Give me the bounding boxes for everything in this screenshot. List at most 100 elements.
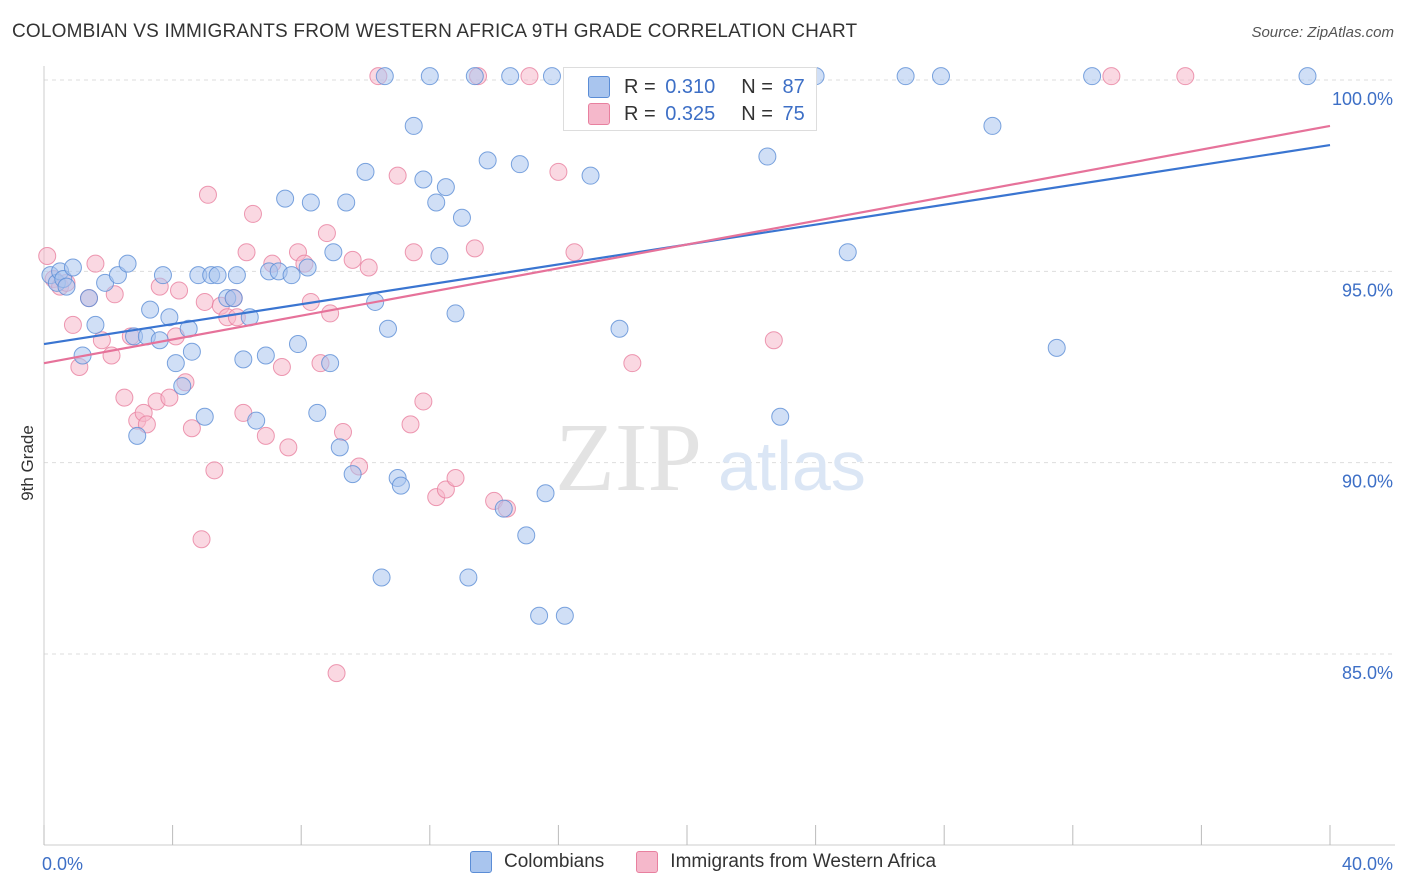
data-point xyxy=(288,335,307,354)
data-point xyxy=(1047,338,1066,357)
data-point xyxy=(298,258,317,277)
legend-label-western-africa: Immigrants from Western Africa xyxy=(670,851,937,872)
data-point xyxy=(80,289,99,308)
data-point xyxy=(565,243,584,262)
data-point xyxy=(128,426,147,445)
legend-n-label: N = xyxy=(741,102,773,125)
data-point xyxy=(192,530,211,549)
data-point xyxy=(343,250,362,269)
data-point xyxy=(520,67,539,86)
legend-r-label: R = xyxy=(624,102,656,125)
legend-label-colombians: Colombians xyxy=(503,851,605,872)
data-point xyxy=(115,388,134,407)
data-point xyxy=(452,208,471,227)
legend-swatch-pink xyxy=(588,103,610,125)
data-point xyxy=(430,247,449,266)
data-point xyxy=(330,438,349,457)
data-point xyxy=(446,468,465,487)
data-point xyxy=(404,243,423,262)
data-point xyxy=(321,304,340,323)
x-tick-label: 40.0% xyxy=(1342,854,1393,874)
data-point xyxy=(256,346,275,365)
chart-title: COLOMBIAN VS IMMIGRANTS FROM WESTERN AFR… xyxy=(12,21,858,42)
data-point xyxy=(1102,67,1121,86)
data-point xyxy=(494,499,513,518)
trend-lines xyxy=(43,124,1331,365)
data-point xyxy=(1083,67,1102,86)
data-point xyxy=(1176,67,1195,86)
data-point xyxy=(279,438,298,457)
data-point xyxy=(896,67,915,86)
data-point xyxy=(530,606,549,625)
data-point xyxy=(301,193,320,212)
data-point xyxy=(86,254,105,273)
data-point xyxy=(983,116,1002,135)
data-point xyxy=(478,151,497,170)
data-point xyxy=(1298,67,1317,86)
data-point xyxy=(446,304,465,323)
data-point xyxy=(838,243,857,262)
data-point xyxy=(105,285,124,304)
data-point xyxy=(108,266,127,285)
y-axis-label: 9th Grade xyxy=(18,425,37,501)
data-point xyxy=(356,162,375,181)
data-point xyxy=(337,193,356,212)
data-point xyxy=(401,415,420,434)
legend-swatch-pink xyxy=(636,851,659,873)
data-point xyxy=(195,407,214,426)
data-point xyxy=(542,67,561,86)
data-point xyxy=(372,568,391,587)
data-point xyxy=(414,170,433,189)
watermark-zip: ZIP xyxy=(555,404,702,512)
data-point xyxy=(324,243,343,262)
data-point xyxy=(758,147,777,166)
data-point xyxy=(224,289,243,308)
data-point xyxy=(38,247,57,266)
stats-legend: R = 0.310 N = 87 R = 0.325 N = 75 xyxy=(563,67,817,131)
data-point xyxy=(63,315,82,334)
data-point xyxy=(118,254,137,273)
data-point xyxy=(610,319,629,338)
data-point xyxy=(465,67,484,86)
data-point xyxy=(931,67,950,86)
data-point xyxy=(388,166,407,185)
data-point xyxy=(414,392,433,411)
data-point xyxy=(237,243,256,262)
y-tick-label: 90.0% xyxy=(1342,472,1393,492)
data-point xyxy=(205,461,224,480)
trend-line-western-africa xyxy=(43,124,1331,365)
data-point xyxy=(63,258,82,277)
data-point xyxy=(465,239,484,258)
data-point xyxy=(771,407,790,426)
data-point xyxy=(549,162,568,181)
data-point xyxy=(555,606,574,625)
data-point xyxy=(327,664,346,683)
data-point xyxy=(379,319,398,338)
data-point xyxy=(282,266,301,285)
data-point xyxy=(195,292,214,311)
y-tick-label: 85.0% xyxy=(1342,663,1393,683)
legend-swatch-blue xyxy=(588,76,610,98)
data-point xyxy=(173,377,192,396)
data-point xyxy=(623,354,642,373)
data-point xyxy=(359,258,378,277)
legend-item-colombians[interactable]: Colombians xyxy=(469,851,605,873)
legend-item-western-africa[interactable]: Immigrants from Western Africa xyxy=(636,851,936,873)
data-points xyxy=(38,67,1317,683)
data-point xyxy=(308,403,327,422)
data-point xyxy=(427,193,446,212)
y-tick-label: 100.0% xyxy=(1332,89,1393,109)
watermark-atlas: atlas xyxy=(718,427,866,505)
legend-n-label: N = xyxy=(741,75,773,98)
data-point xyxy=(321,354,340,373)
data-point xyxy=(234,350,253,369)
axes xyxy=(43,66,1395,846)
data-point xyxy=(333,423,352,442)
tick-labels: 100.0% 95.0% 90.0% 85.0% 0.0% 40.0% xyxy=(42,89,1393,874)
data-point xyxy=(420,67,439,86)
data-point xyxy=(57,277,76,296)
data-point xyxy=(517,526,536,545)
data-point xyxy=(317,224,336,243)
data-point xyxy=(510,155,529,174)
